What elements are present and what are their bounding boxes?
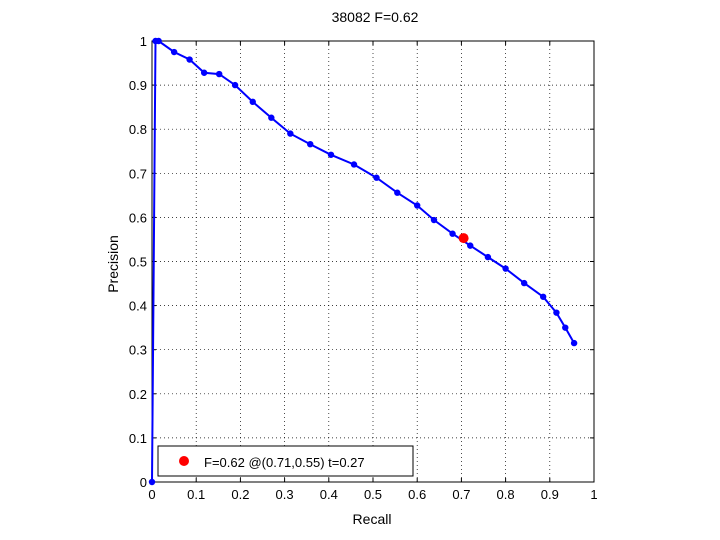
x-tick-label: 1 <box>590 487 597 502</box>
x-tick-label: 0.7 <box>452 487 470 502</box>
data-point <box>562 324 569 331</box>
y-axis-label: Precision <box>105 235 121 293</box>
data-point <box>155 37 162 45</box>
x-tick-label: 0.6 <box>408 487 426 502</box>
data-point <box>449 230 456 237</box>
data-point <box>502 265 509 272</box>
data-point <box>520 279 528 287</box>
x-tick-label: 0.4 <box>320 487 338 502</box>
y-tick-label: 0.9 <box>129 78 147 93</box>
data-point <box>148 478 156 486</box>
y-tick-label: 0.6 <box>129 210 147 225</box>
x-tick-label: 0.9 <box>541 487 559 502</box>
legend-label: F=0.62 @(0.71,0.55) t=0.27 <box>204 455 365 470</box>
y-tick-label: 0.3 <box>129 343 147 358</box>
y-tick-label: 0.5 <box>129 255 147 270</box>
best-f-point <box>458 233 469 244</box>
data-point <box>249 98 256 106</box>
x-tick-label: 0.5 <box>364 487 382 502</box>
x-tick-label: 0.8 <box>497 487 515 502</box>
data-point <box>186 56 193 63</box>
data-point <box>287 130 294 137</box>
grid <box>152 41 594 482</box>
chart-title: 38082 F=0.62 <box>332 9 419 25</box>
data-point <box>414 202 421 209</box>
data-point <box>307 140 314 148</box>
legend-marker <box>179 456 189 466</box>
x-tick-label: 0.3 <box>276 487 294 502</box>
data-point <box>373 174 380 181</box>
data-point <box>350 161 358 168</box>
legend: F=0.62 @(0.71,0.55) t=0.27 <box>157 445 414 477</box>
x-tick-label: 0 <box>148 487 155 502</box>
data-point <box>553 309 560 316</box>
data-point <box>539 293 547 300</box>
axis-ticks: 0 0.1 0.2 0.3 0.4 0.5 0.6 0.7 0.8 0.9 1 0 0.1 0.2 0.3 0… <box>129 34 598 502</box>
y-tick-label: 0.8 <box>129 122 147 137</box>
series-line <box>151 40 575 483</box>
data-point <box>200 69 208 76</box>
y-tick-label: 0 <box>140 475 147 490</box>
y-tick-label: 0.2 <box>129 387 147 402</box>
y-tick-label: 0.1 <box>129 431 147 446</box>
data-point <box>394 189 401 196</box>
data-point <box>215 70 223 78</box>
data-point <box>484 253 492 261</box>
x-tick-label: 0.2 <box>231 487 249 502</box>
series-group <box>148 37 578 486</box>
data-point <box>430 216 438 224</box>
data-point <box>170 48 178 56</box>
data-point <box>268 114 275 121</box>
x-tick-label: 0.1 <box>187 487 205 502</box>
y-tick-label: 1 <box>140 34 147 49</box>
data-point <box>467 242 474 249</box>
data-point <box>231 81 239 89</box>
data-point <box>570 339 578 347</box>
x-axis-label: Recall <box>353 511 392 527</box>
data-point <box>327 151 335 158</box>
y-tick-label: 0.7 <box>129 166 147 181</box>
legend-box <box>157 445 414 477</box>
y-tick-label: 0.4 <box>129 299 147 314</box>
